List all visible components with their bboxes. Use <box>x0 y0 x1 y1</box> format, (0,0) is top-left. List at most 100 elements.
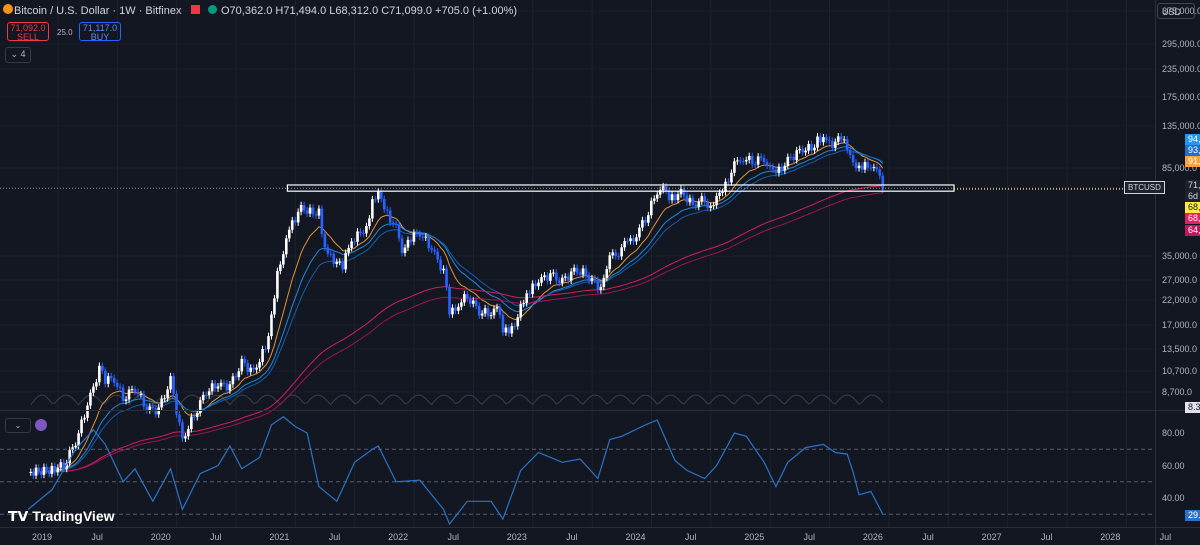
candle-body <box>323 233 327 248</box>
ma1-price-tag: 94,398.7 <box>1185 134 1200 145</box>
candle-body <box>228 384 232 391</box>
candle-body <box>397 224 401 239</box>
candle-body <box>822 137 825 143</box>
support-rectangle[interactable] <box>286 184 1155 192</box>
candle-body <box>290 220 294 230</box>
candle-body <box>813 147 816 151</box>
candle-body <box>641 220 644 228</box>
candle-body <box>608 255 612 270</box>
rsi-indicator-icon[interactable] <box>35 419 47 431</box>
candle-body <box>365 226 368 234</box>
candle-body <box>42 466 46 475</box>
candle-body <box>842 139 846 141</box>
price-tick-label: 27,000.0 <box>1162 275 1198 285</box>
flag-icon[interactable] <box>191 5 200 14</box>
candle-body <box>685 195 689 203</box>
candle-body <box>833 141 837 148</box>
candle-body <box>371 199 374 219</box>
candle-body <box>172 376 175 394</box>
candle-body <box>736 160 739 162</box>
candle-body <box>451 307 454 315</box>
candle-body <box>258 362 261 368</box>
time-tick-label: Jul <box>91 532 103 542</box>
candle-body <box>572 267 576 272</box>
candle-body <box>819 136 822 143</box>
candle-body <box>231 376 235 385</box>
candle-body <box>721 192 724 194</box>
candle-body <box>771 166 775 170</box>
price-chart-canvas[interactable] <box>0 0 1155 545</box>
candle-body <box>394 223 398 225</box>
candle-body <box>195 412 199 418</box>
candle-body <box>193 416 196 418</box>
candle-body <box>780 166 784 171</box>
box-price-tag: 68,958.0 <box>1185 202 1200 213</box>
candle-body <box>86 405 89 418</box>
candle-body <box>56 467 60 473</box>
candle-body <box>341 261 344 270</box>
candle-body <box>418 233 422 237</box>
candle-body <box>112 377 116 383</box>
candle-body <box>872 167 876 169</box>
candle-body <box>623 241 626 248</box>
candle-body <box>175 393 178 415</box>
buy-button[interactable]: 71,117.0 BUY <box>79 22 121 42</box>
pane-divider[interactable] <box>0 410 1200 411</box>
candle-body <box>151 406 155 409</box>
time-tick-label: Jul <box>684 532 697 542</box>
sell-button[interactable]: 71,092.0 SELL <box>7 22 49 42</box>
candle-body <box>881 175 885 190</box>
tradingview-logo[interactable]: 𝗧𝗩 TradingView <box>8 508 115 525</box>
candle-body <box>650 200 653 216</box>
candle-body <box>546 275 549 281</box>
candle-body <box>611 252 615 256</box>
candle-body <box>605 269 609 278</box>
indicators-collapse-button[interactable]: ⌄ 4 <box>5 47 31 63</box>
candle-body <box>744 159 748 162</box>
candle-body <box>810 144 813 151</box>
time-tick-label: 2027 <box>981 532 1002 542</box>
candle-body <box>839 136 843 140</box>
candle-body <box>575 267 579 273</box>
market-status-icon[interactable] <box>208 5 217 14</box>
candle-body <box>210 383 214 392</box>
candle-body <box>878 169 882 176</box>
candle-body <box>252 367 255 370</box>
candle-body <box>697 201 701 207</box>
candle-body <box>522 303 526 305</box>
sell-price: 71,092.0 <box>10 23 46 33</box>
candle-body <box>789 156 793 158</box>
candle-body <box>590 278 594 281</box>
chart-grid <box>57 0 1127 527</box>
rsi-collapse-button[interactable]: ⌄ <box>5 418 31 433</box>
candle-body <box>860 165 864 170</box>
currency-button[interactable]: USD <box>1157 3 1195 19</box>
candle-body <box>647 215 650 223</box>
ma2-price-tag: 93,841.4 <box>1185 145 1200 156</box>
candle-body <box>528 293 531 295</box>
last-price: 71,099.0 <box>1188 180 1200 190</box>
time-tick-label: Jul <box>1040 532 1053 542</box>
candle-body <box>448 287 451 315</box>
candle-body <box>302 205 306 211</box>
candle-body <box>851 154 855 163</box>
candle-body <box>558 280 561 283</box>
time-axis-border <box>0 527 1200 528</box>
candle-body <box>602 277 606 287</box>
candle-body <box>154 408 158 415</box>
candle-body <box>555 272 558 281</box>
ma5-price-tag: 64,134.4 <box>1185 225 1200 236</box>
candle-body <box>326 247 330 254</box>
time-tick-label: 2021 <box>269 532 290 542</box>
candle-body <box>495 307 499 309</box>
candle-body <box>792 156 796 161</box>
tradingview-logo-icon: 𝗧𝗩 <box>8 508 29 524</box>
candle-body <box>106 376 110 384</box>
candle-body <box>569 271 573 281</box>
candle-body <box>804 150 807 153</box>
candle-body <box>267 336 270 350</box>
candle-body <box>299 205 303 212</box>
time-tick-label: 2022 <box>388 532 409 542</box>
candle-body <box>74 445 77 448</box>
symbol-title[interactable]: Bitcoin / U.S. Dollar · 1W · Bitfinex <box>14 5 182 17</box>
